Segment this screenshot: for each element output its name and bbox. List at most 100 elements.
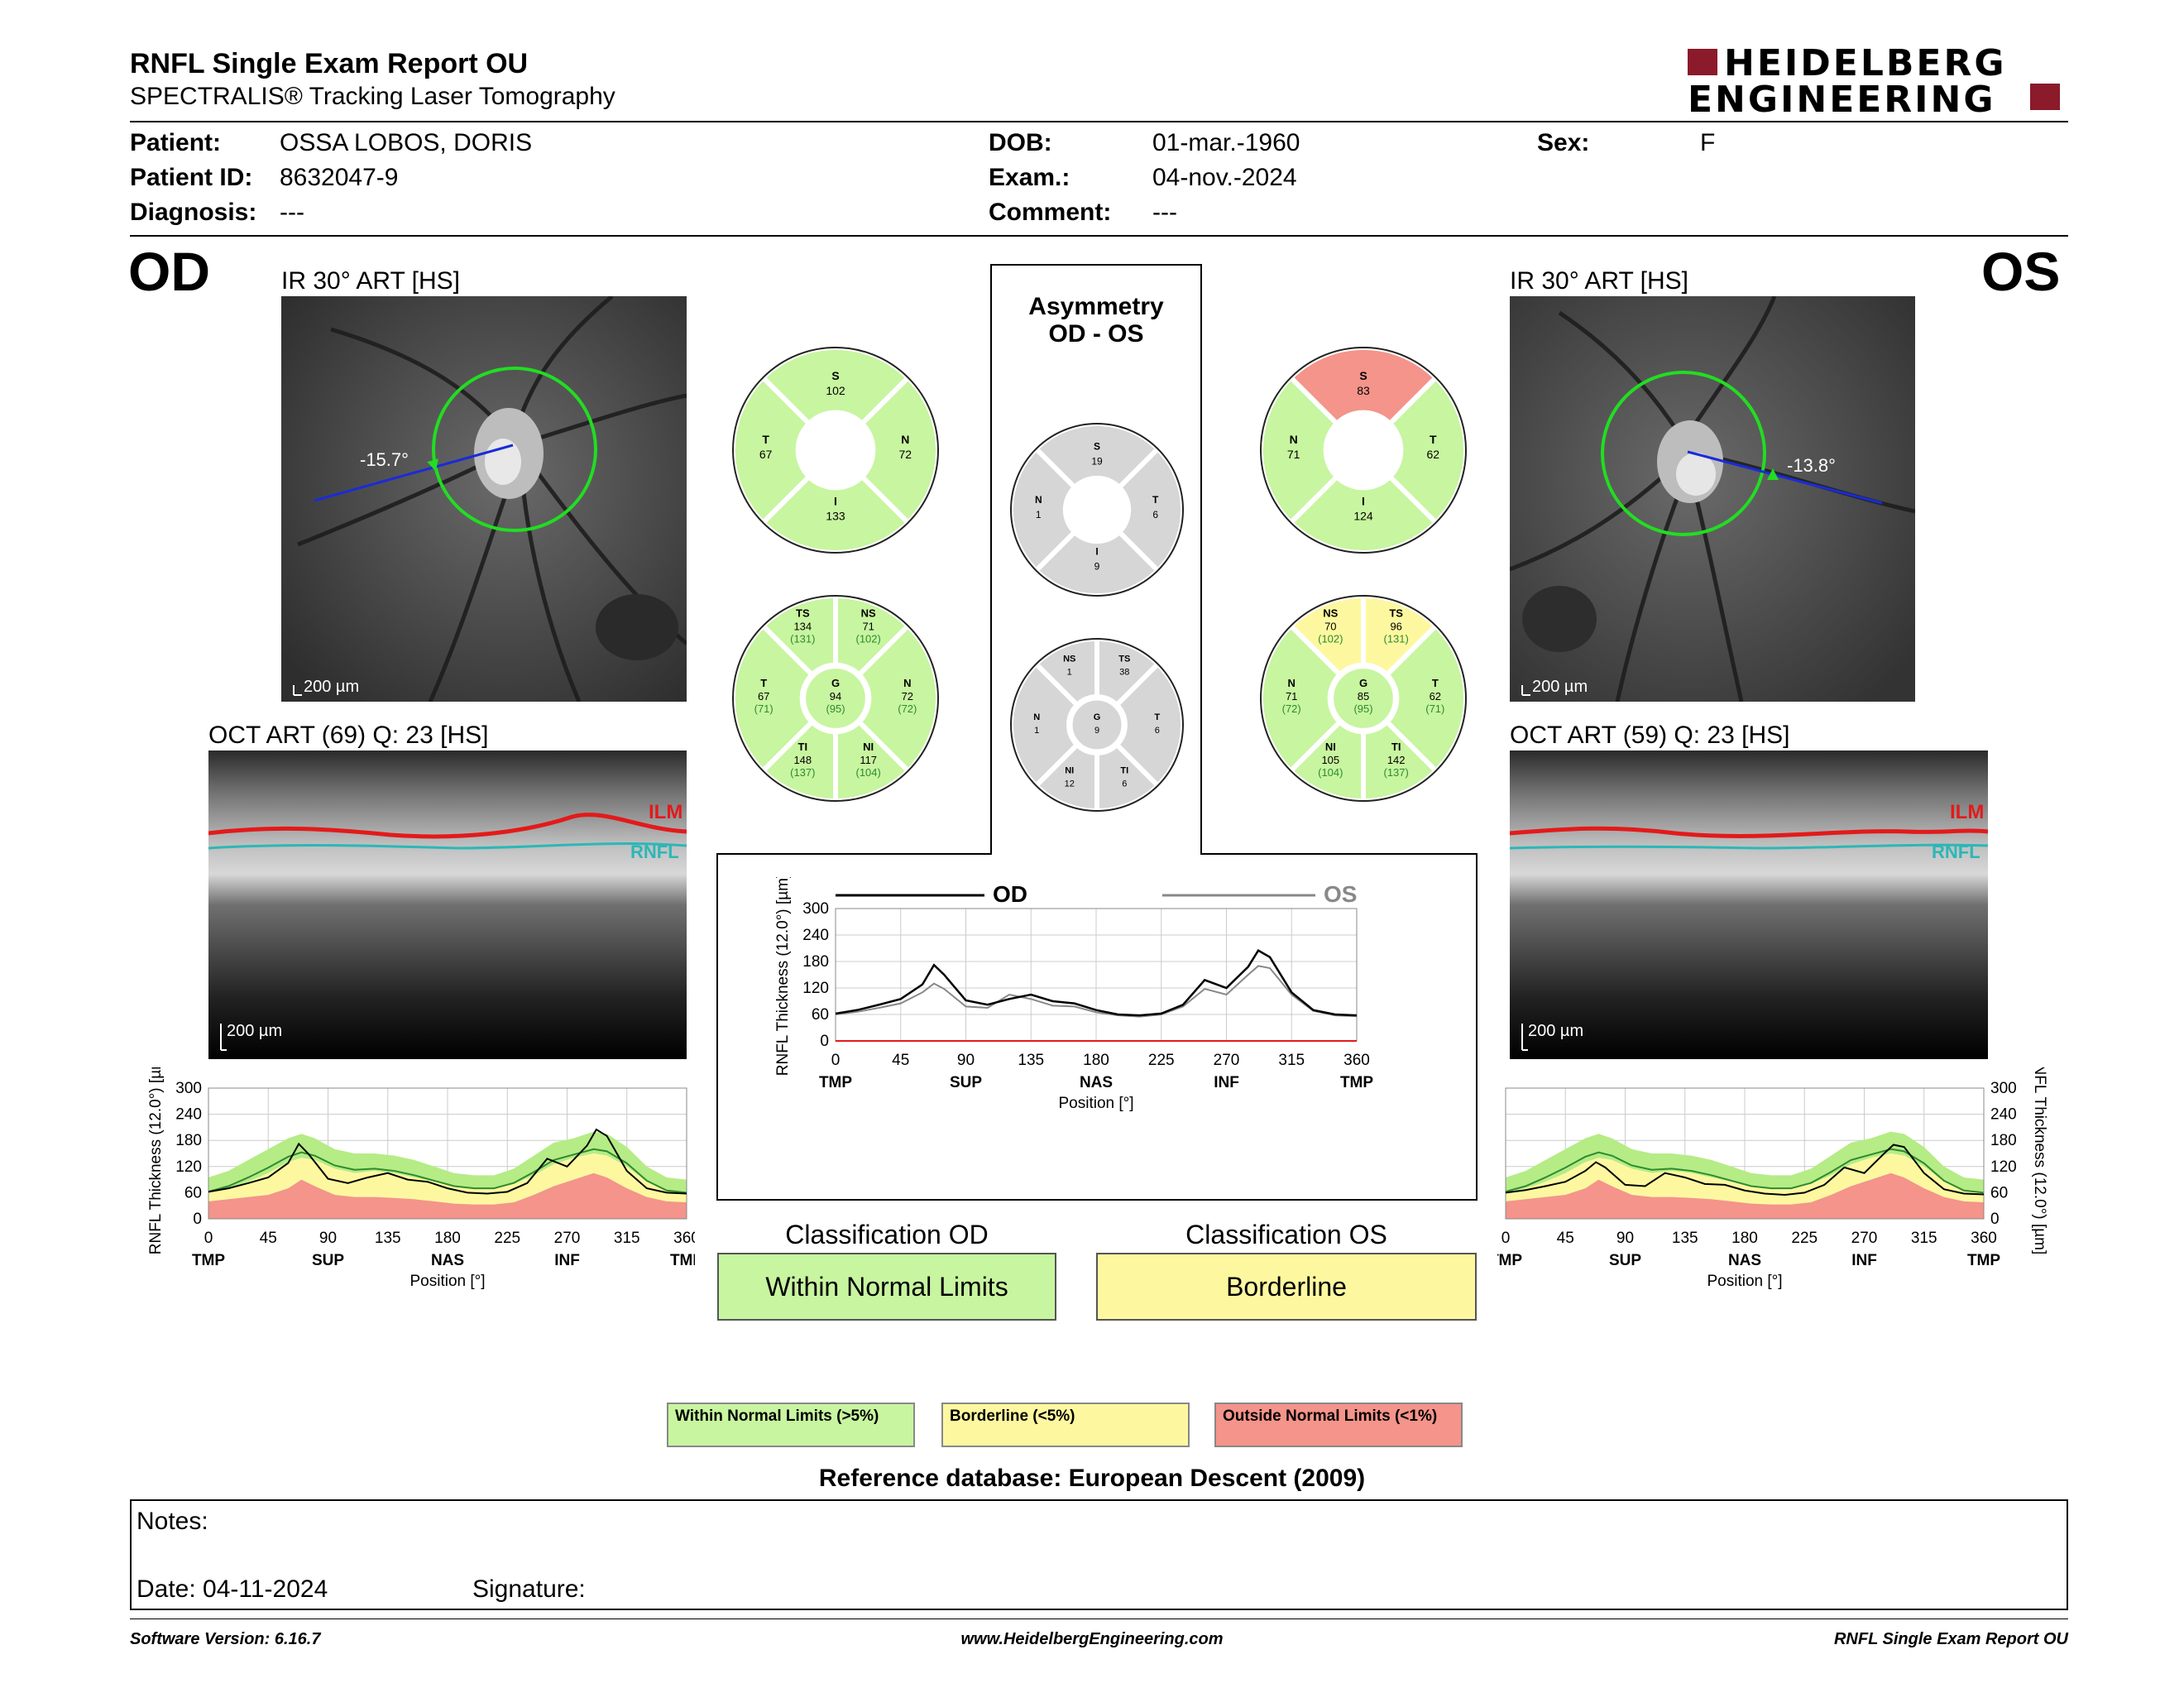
legend-borderline: Borderline (<5%) — [941, 1403, 1190, 1447]
exam-value: 04-nov.-2024 — [1152, 164, 1297, 191]
sector-ts-value: 38 — [1119, 667, 1129, 677]
sector-ns-reference: (102) — [1318, 633, 1343, 645]
y-axis-label: RNFL Thickness (12.0°) [µm] — [774, 877, 792, 1076]
x-category-label: SUP — [950, 1074, 982, 1091]
header-divider — [130, 121, 2068, 122]
sector-i-label: I — [834, 494, 837, 507]
footer-url: www.HeidelbergEngineering.com — [960, 1630, 1224, 1648]
sector-ti-value: 6 — [1122, 779, 1127, 789]
x-tick-label: 90 — [957, 1052, 975, 1069]
x-axis-label: Position [°] — [1707, 1273, 1782, 1290]
y-tick-label: 0 — [820, 1033, 829, 1050]
logo-square-icon — [2030, 84, 2060, 110]
y-tick-label: 120 — [175, 1158, 202, 1176]
dob-label: DOB: — [989, 129, 1052, 156]
sector-ti-reference: (137) — [1384, 766, 1409, 779]
sector-ni-label: NI — [1065, 765, 1074, 775]
classification-os-label: Classification OS — [1185, 1220, 1387, 1249]
od-fundus-image: -15.7° 200 µm — [281, 296, 687, 702]
sector-ns-value: 70 — [1324, 621, 1336, 633]
sector-g-label: G — [1359, 677, 1367, 689]
diagnosis-value: --- — [280, 199, 304, 226]
footer-report-name: RNFL Single Exam Report OU — [1833, 1630, 2068, 1648]
sector-ts-label: TS — [796, 607, 810, 620]
sector-g-value: 94 — [830, 690, 841, 703]
patient-label: Patient: — [130, 129, 222, 156]
sector-t-label: T — [1430, 433, 1437, 446]
x-category-label: SUP — [312, 1252, 344, 1269]
asymmetry-title-1: Asymmetry — [1028, 293, 1164, 320]
y-tick-label: 0 — [1990, 1211, 2000, 1228]
outside-band — [208, 1172, 687, 1219]
x-tick-label: 90 — [1616, 1230, 1634, 1247]
dob-value: 01-mar.-1960 — [1152, 129, 1300, 156]
os-profile-line — [1505, 1144, 1985, 1196]
legend-onl: Outside Normal Limits (<1%) — [1214, 1403, 1463, 1447]
sector-ni-label: NI — [863, 741, 874, 753]
y-tick-label: 60 — [812, 1006, 829, 1024]
y-tick-label: 60 — [1990, 1184, 2008, 1201]
x-tick-label: 270 — [554, 1230, 581, 1247]
sector-n-value: 71 — [1286, 690, 1297, 703]
od-ir-title: IR 30° ART [HS] — [281, 267, 460, 295]
x-category-label: TMP — [192, 1252, 225, 1269]
sector-t-reference: (71) — [754, 703, 774, 715]
y-tick-label: 180 — [1990, 1132, 2017, 1149]
os-thickness-chart: 0 60 120 180 240 300 0 45 90 135 180 225 270 315 360 TM… — [1497, 1067, 2048, 1290]
sex-value: F — [1700, 129, 1716, 156]
x-tick-label: 45 — [892, 1052, 909, 1069]
legend-od-label: OD — [993, 881, 1027, 907]
sector-n-label: N — [901, 433, 909, 446]
patient-id: 8632047-9 — [280, 164, 399, 191]
od-eye-label: OD — [128, 241, 210, 302]
sector-ns-label: NS — [1063, 654, 1075, 664]
sector-g — [1070, 698, 1124, 752]
y-tick-label: 180 — [802, 953, 829, 971]
sector-s-value: 19 — [1091, 456, 1103, 468]
sector-n-value: 71 — [1287, 448, 1300, 461]
sector-ni-value: 117 — [860, 754, 877, 766]
sector-t-value: 62 — [1430, 690, 1441, 703]
sector-g-value: 9 — [1094, 726, 1099, 736]
asymmetry-title-2: OD - OS — [1048, 320, 1144, 348]
sector-n-label: N — [1035, 494, 1042, 506]
sector-g — [803, 666, 868, 731]
sector-g — [1331, 666, 1396, 731]
sector-n-label: N — [1290, 433, 1298, 446]
sector-g-label: G — [1094, 712, 1101, 722]
x-category-label: NAS — [431, 1252, 464, 1269]
os-4-sector-diagram: S 83 T 62 I 124 N 71 — [1259, 346, 1468, 554]
sector-ns-label: NS — [1323, 607, 1338, 620]
x-axis-label: Position [°] — [1058, 1095, 1133, 1112]
sector-s-value: 102 — [826, 384, 845, 397]
x-category-label: NAS — [1080, 1074, 1113, 1091]
sector-g-reference: (95) — [826, 703, 845, 715]
x-tick-label: 225 — [494, 1230, 520, 1247]
sector-t-label: T — [762, 433, 769, 446]
sector-n-reference: (72) — [898, 703, 917, 715]
y-tick-label: 0 — [193, 1211, 202, 1228]
sector-n-label: N — [1288, 677, 1296, 689]
sector-ts-value: 134 — [793, 621, 812, 633]
os-scale-label: 200 µm — [1532, 678, 1588, 696]
od-scale-label: 200 µm — [304, 678, 359, 696]
sector-ts-reference: (131) — [790, 633, 815, 645]
od-oct-title: OCT ART (69) Q: 23 [HS] — [208, 722, 489, 749]
sector-ni-reference: (104) — [1318, 766, 1343, 779]
date-label: Date: 04-11-2024 — [136, 1575, 328, 1603]
sector-ts-reference: (131) — [1384, 633, 1409, 645]
y-tick-label: 240 — [1990, 1106, 2017, 1124]
os-oct-title: OCT ART (59) Q: 23 [HS] — [1510, 722, 1790, 749]
diagnosis-label: Diagnosis: — [130, 199, 257, 226]
exam-label: Exam.: — [989, 164, 1070, 191]
os-angle-label: -13.8° — [1787, 455, 1836, 476]
sector-n-value: 72 — [902, 690, 913, 703]
sector-ns-value: 71 — [862, 621, 874, 633]
x-tick-label: 45 — [1557, 1230, 1574, 1247]
legend-os-label: OS — [1324, 881, 1357, 907]
sector-s-label: S — [831, 369, 839, 382]
x-tick-label: 180 — [1731, 1230, 1758, 1247]
normal-band — [208, 1131, 687, 1193]
sector-ni-label: NI — [1325, 741, 1336, 753]
